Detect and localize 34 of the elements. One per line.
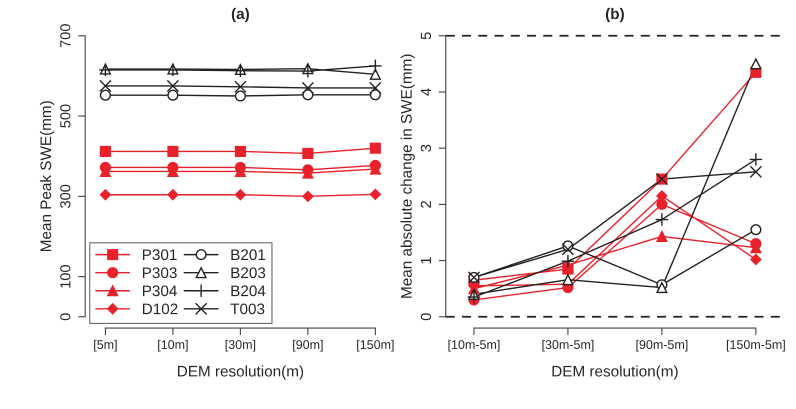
x-axis-title: DEM resolution(m): [552, 365, 678, 380]
x-tick-label: [150m]: [357, 340, 394, 352]
x-axis-title: DEM resolution(m): [178, 365, 304, 380]
x-tick-label: [10m]: [158, 340, 188, 352]
y-tick-label: 1: [420, 257, 431, 264]
legend-label: B201: [231, 249, 266, 260]
y-tick-label: 5: [420, 32, 432, 40]
legend-label: P304: [142, 285, 177, 296]
legend-label: B204: [231, 285, 266, 296]
y-tick-label: 2: [420, 201, 431, 208]
x-tick-label: [10m-5m]: [448, 340, 500, 352]
x-tick-label: [30m]: [226, 340, 256, 352]
y-tick-label: 3: [420, 144, 432, 152]
legend-label: P303: [142, 267, 177, 278]
y-tick-label: 4: [420, 88, 431, 96]
chart-title: (a): [232, 8, 249, 22]
y-tick-label: 0: [420, 313, 432, 320]
y-tick-label: 700: [60, 24, 70, 48]
legend-label: D102: [142, 303, 178, 314]
chart-title: (b): [606, 8, 624, 22]
x-tick-label: [90m-5m]: [636, 340, 688, 352]
legend-label: P301: [142, 249, 177, 260]
x-tick-label: [30m-5m]: [542, 340, 594, 352]
x-tick-label: [90m]: [293, 340, 323, 352]
legend-label: B203: [231, 267, 266, 278]
legend-label: T003: [230, 303, 264, 314]
y-tick-label: 300: [60, 184, 70, 208]
y-axis-title: Mean Peak SWE(mm): [40, 101, 54, 251]
y-tick-label: 0: [60, 313, 70, 320]
y-axis-title: Mean absolute change in SWE(mm): [400, 54, 415, 298]
y-tick-label: 100: [60, 265, 70, 288]
y-tick-label: 500: [60, 104, 70, 128]
x-tick-label: [5m]: [94, 340, 117, 352]
x-tick-label: [150m-5m]: [726, 340, 785, 352]
